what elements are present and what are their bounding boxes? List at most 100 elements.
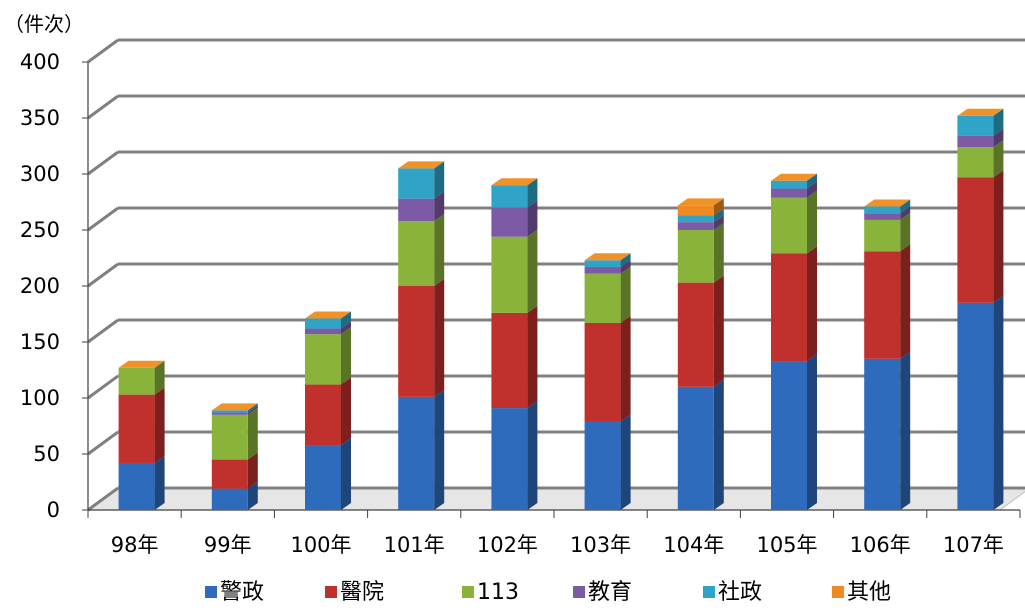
x-tick-label: 102年 [477,533,538,557]
bar-segment-side [900,351,911,510]
bar-top-cap [864,199,911,207]
bar-segment-side [247,403,258,413]
bar-segment [398,396,435,510]
bar-top-cap [957,108,1004,116]
bar-segment-side [434,389,445,510]
legend-label: 警政 [220,580,264,605]
bar-top-cap [677,198,724,206]
bar-segment-side [434,279,445,397]
x-tick-label: 104年 [663,533,724,557]
bar-segment [864,206,901,214]
y-tick-label: 400 [20,50,60,74]
bar-segment-side [713,208,724,223]
bar-segment-side [341,438,351,510]
bar-segment-side [434,161,445,199]
bar-segment [118,462,155,510]
bar-segment [771,188,807,198]
bar-segment [677,282,714,387]
bar-segment-side [620,315,631,422]
bar-segment [677,386,714,510]
y-axis-unit-label: （件次） [4,12,84,36]
bar-segment [398,221,435,286]
bar-segment-side [247,405,258,415]
gridline-depth [87,486,119,512]
bar-segment-side [713,223,724,283]
legend-label: 其他 [847,580,891,605]
bar-segment-side [713,275,724,387]
bar-segment [957,147,994,178]
bar-segment [211,414,248,460]
bar-segment [491,408,528,510]
x-tick-label: 107年 [943,533,1004,557]
bar-segment [305,384,341,446]
bar-segment-side [247,452,258,489]
bar-segment-side [620,266,631,323]
legend-swatch [325,586,337,598]
bar-segment [584,260,621,267]
bar-segment-side [341,377,351,446]
bar-segment-side [154,455,165,510]
legend-label: 113 [477,580,519,605]
y-tick-label: 100 [20,386,60,410]
bar-segment [864,213,901,220]
bar-segment [584,266,621,274]
bar-segment [864,358,901,510]
bar-segment [771,253,807,362]
y-tick-label: 300 [20,162,60,186]
gridline-depth [87,374,119,400]
bar-segment [957,135,994,148]
bar-segment [305,318,341,329]
bar-segment-side [527,401,538,510]
legend-item: 教育 [573,580,632,605]
bar-segment [957,302,994,510]
x-tick-label: 98年 [111,533,159,557]
gridline-depth [87,206,119,232]
bar-segment-side [247,407,258,460]
bar-stack [771,173,817,510]
bar-segment [398,286,435,397]
bar-segment-side [713,215,724,230]
legend-swatch [832,586,844,598]
bar-segment [118,367,155,395]
y-tick-label: 0 [47,498,60,522]
bar-segment [211,412,248,415]
bar-segment [677,230,714,283]
bar-top-cap [211,403,258,411]
bar-stack [864,199,911,510]
legend-swatch [573,586,585,598]
y-tick-label: 250 [20,218,60,242]
legend-label: 教育 [588,580,632,605]
bar-segment-side [527,229,538,313]
x-tick-label: 99年 [204,533,252,557]
bar-segment [211,488,248,510]
bar-stack [491,178,538,510]
bar-top-cap [491,178,538,186]
legend-item: 警政 [205,580,264,605]
bar-segment-side [527,178,538,208]
x-tick-label: 103年 [570,533,631,557]
bar-segment [211,410,248,413]
bar-segment [491,207,528,237]
bar-segment-side [807,246,817,362]
bar-segment [677,215,714,223]
bar-segment-side [341,311,351,329]
bars [118,108,1004,510]
x-tick-label: 105年 [756,533,817,557]
legend-item: 醫院 [325,580,384,605]
bar-segment-side [900,244,911,359]
bar-segment [305,328,341,335]
gridline-depth [87,318,119,344]
bar-segment-side [247,481,258,510]
bar-stack [398,161,445,510]
bar-segment-side [807,181,817,198]
bar-segment-side [154,387,165,463]
bar-segment [491,312,528,409]
bar-stack [211,403,258,510]
bar-segment-side [713,379,724,510]
bar-top-cap [584,253,631,261]
legend-item: 113 [462,580,519,605]
bar-segment-side [154,360,165,395]
bar-segment-side [713,198,724,216]
x-tick-label: 106年 [850,533,911,557]
bar-segment [305,445,341,510]
